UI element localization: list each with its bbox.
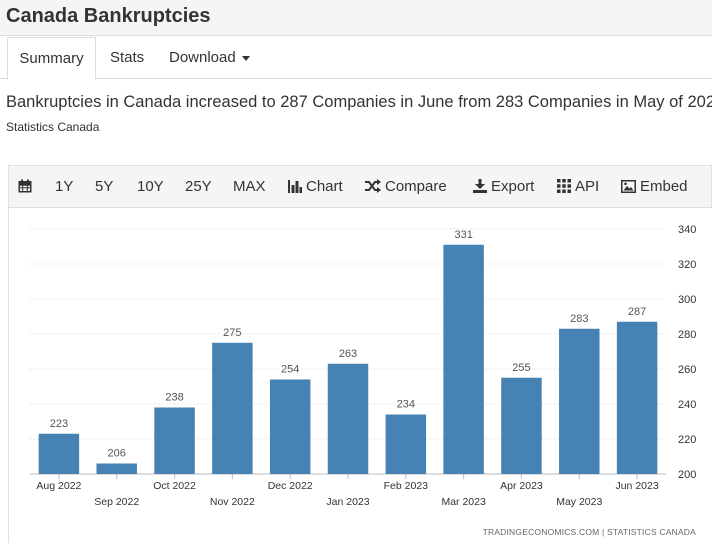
x-tick-label: Aug 2022 bbox=[36, 480, 81, 492]
export-button-label: Export bbox=[491, 178, 535, 195]
range-10y-button[interactable]: 10Y bbox=[137, 178, 164, 195]
summary-description: Bankruptcies in Canada increased to 287 … bbox=[6, 93, 712, 111]
chart-toolbar: 1Y 5Y 10Y 25Y MAX Chart Compare Export A… bbox=[8, 165, 712, 208]
y-tick-label: 320 bbox=[678, 259, 696, 271]
chart-button[interactable]: Chart bbox=[288, 166, 343, 207]
x-tick-label: Sep 2022 bbox=[94, 496, 139, 508]
chart-credits: TRADINGECONOMICS.COM | STATISTICS CANADA bbox=[482, 527, 696, 537]
bar bbox=[559, 328, 600, 474]
data-label: 263 bbox=[339, 348, 357, 360]
bar bbox=[501, 377, 542, 474]
chart-area: 200 220 240 260 280 300 320 340 223 Aug 2022 206 Se… bbox=[8, 208, 712, 543]
chart-button-label: Chart bbox=[306, 178, 343, 195]
y-tick-label: 300 bbox=[678, 294, 696, 306]
data-label: 255 bbox=[512, 362, 530, 374]
shuffle-icon bbox=[365, 179, 381, 193]
data-label: 223 bbox=[50, 418, 68, 430]
embed-button-label: Embed bbox=[640, 178, 688, 195]
x-tick-label: Nov 2022 bbox=[210, 496, 255, 508]
compare-button[interactable]: Compare bbox=[365, 166, 447, 207]
tab-bar: Summary Stats Download bbox=[0, 37, 712, 80]
bar bbox=[616, 321, 658, 474]
calendar-icon[interactable] bbox=[18, 166, 36, 207]
bar bbox=[327, 363, 369, 474]
x-tick-label: Apr 2023 bbox=[500, 480, 543, 492]
caret-down-icon bbox=[241, 55, 250, 61]
y-tick-label: 340 bbox=[678, 224, 696, 236]
range-5y-button[interactable]: 5Y bbox=[95, 178, 114, 195]
export-button[interactable]: Export bbox=[473, 166, 534, 207]
data-label: 234 bbox=[397, 399, 415, 411]
bar bbox=[154, 407, 195, 474]
data-label: 283 bbox=[570, 313, 588, 325]
tab-summary[interactable]: Summary bbox=[7, 37, 96, 80]
data-label: 254 bbox=[281, 364, 299, 376]
data-label: 275 bbox=[223, 327, 241, 339]
y-tick-label: 260 bbox=[678, 364, 696, 376]
x-tick-label: Jan 2023 bbox=[326, 496, 369, 508]
range-max-button[interactable]: MAX bbox=[233, 178, 266, 195]
data-label: 206 bbox=[108, 448, 126, 460]
bar bbox=[269, 379, 311, 474]
range-25y-button[interactable]: 25Y bbox=[185, 178, 212, 195]
api-button[interactable]: API bbox=[557, 166, 599, 207]
data-label: 331 bbox=[454, 229, 472, 241]
bar-chart: 200 220 240 260 280 300 320 340 223 Aug 2022 206 Se… bbox=[30, 224, 696, 508]
y-tick-label: 220 bbox=[678, 434, 696, 446]
tab-download-label: Download bbox=[169, 49, 236, 66]
grid-icon bbox=[557, 179, 571, 193]
range-1y-button[interactable]: 1Y bbox=[55, 178, 74, 195]
y-tick-label: 200 bbox=[678, 469, 696, 481]
x-tick-label: Dec 2022 bbox=[268, 480, 313, 492]
tab-stats[interactable]: Stats bbox=[110, 49, 145, 66]
download-icon bbox=[473, 179, 487, 193]
bar bbox=[38, 433, 80, 474]
bar bbox=[212, 342, 253, 474]
y-tick-label: 280 bbox=[678, 329, 696, 341]
page-title: Canada Bankruptcies bbox=[6, 5, 211, 27]
y-tick-label: 240 bbox=[678, 399, 696, 411]
x-tick-label: May 2023 bbox=[556, 496, 602, 508]
data-label: 238 bbox=[165, 392, 183, 404]
x-tick-label: Jun 2023 bbox=[615, 480, 658, 492]
source-label: Statistics Canada bbox=[6, 120, 100, 134]
compare-button-label: Compare bbox=[385, 178, 447, 195]
data-label: 287 bbox=[628, 306, 646, 318]
bar bbox=[443, 244, 484, 474]
x-tick-label: Oct 2022 bbox=[153, 480, 196, 492]
bar-chart-icon bbox=[288, 180, 302, 193]
bar bbox=[96, 463, 137, 474]
x-tick-label: Feb 2023 bbox=[384, 480, 429, 492]
tab-download[interactable]: Download bbox=[169, 37, 250, 79]
image-icon bbox=[621, 180, 636, 193]
embed-button[interactable]: Embed bbox=[621, 166, 688, 207]
api-button-label: API bbox=[575, 178, 600, 195]
x-tick-label: Mar 2023 bbox=[441, 496, 486, 508]
bar bbox=[385, 414, 427, 474]
title-bar: Canada Bankruptcies bbox=[0, 0, 712, 36]
